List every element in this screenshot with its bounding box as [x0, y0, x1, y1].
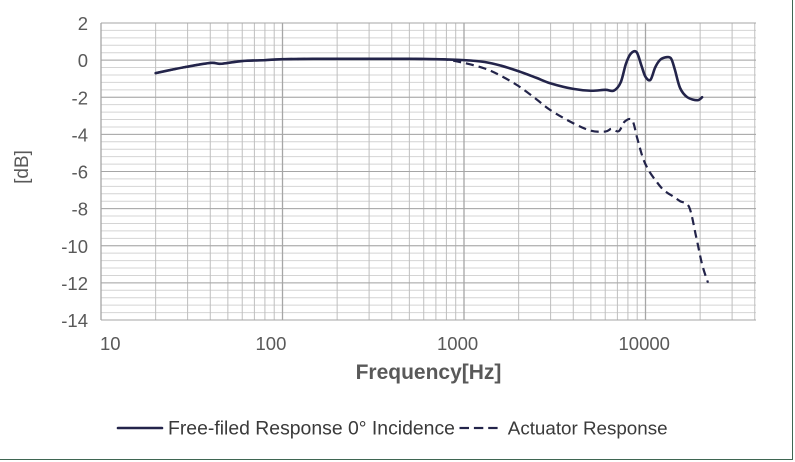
svg-text:100: 100	[256, 333, 287, 354]
svg-text:Free-filed Response 0° Inciden: Free-filed Response 0° Incidence	[168, 418, 455, 440]
svg-text:-2: -2	[72, 87, 88, 108]
svg-text:2: 2	[78, 13, 88, 34]
svg-text:-12: -12	[61, 273, 88, 294]
svg-text:-14: -14	[61, 310, 88, 331]
svg-text:-8: -8	[72, 199, 88, 220]
svg-text:10: 10	[100, 333, 121, 354]
svg-text:1000: 1000	[437, 333, 478, 354]
svg-text:0: 0	[78, 50, 88, 71]
svg-text:Actuator Response: Actuator Response	[508, 418, 668, 439]
svg-text:10000: 10000	[619, 333, 670, 354]
svg-text:-10: -10	[61, 236, 88, 257]
svg-text:-4: -4	[72, 124, 88, 145]
svg-text:-6: -6	[72, 162, 88, 183]
